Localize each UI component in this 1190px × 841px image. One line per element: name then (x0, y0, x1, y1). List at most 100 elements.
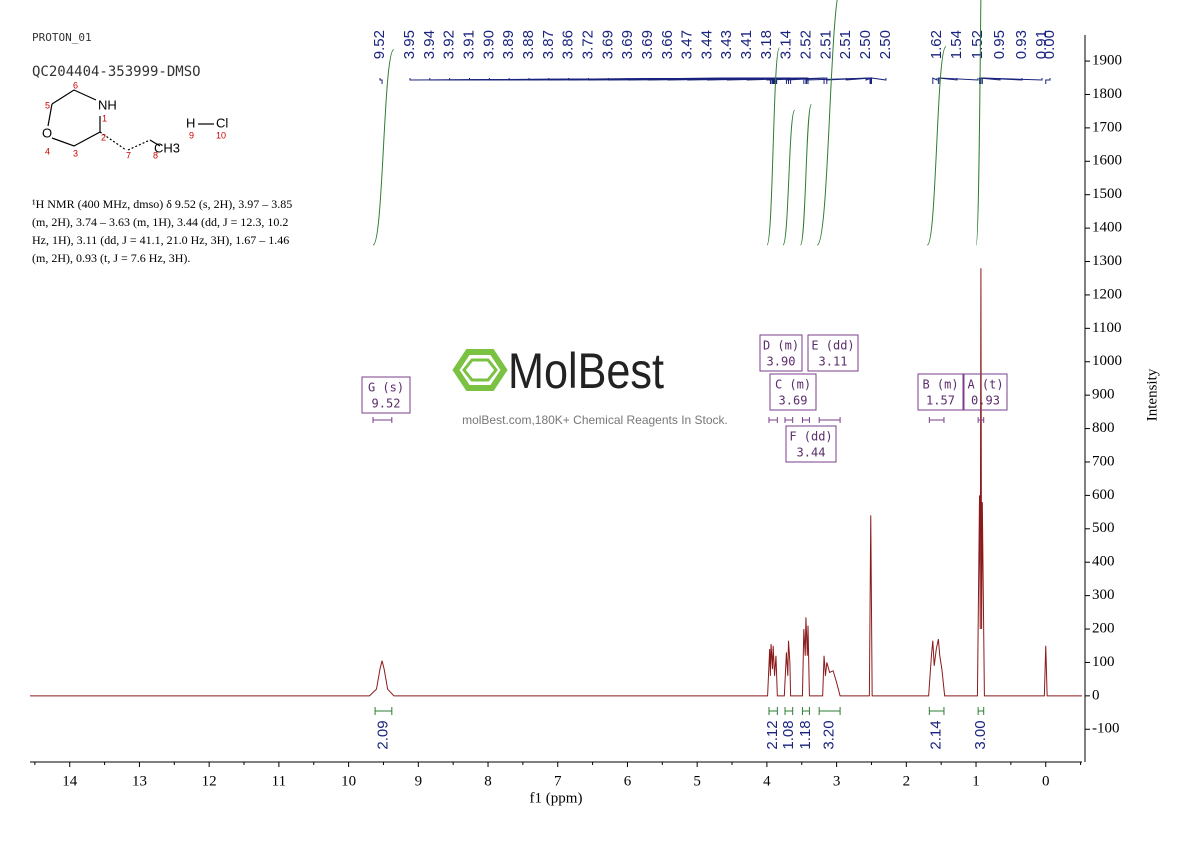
peak-label: 3.43 (718, 30, 735, 59)
multiplet-range (928, 417, 945, 423)
integral-curve (816, 0, 838, 246)
peak-leader (870, 77, 887, 84)
atom-number: 2 (101, 132, 106, 142)
peak-label: 3.41 (738, 30, 755, 59)
integral-bracket (818, 707, 841, 715)
integral-label: 2.09 (374, 720, 391, 749)
peak-label: 3.69 (639, 30, 656, 59)
x-tick-label: 6 (624, 773, 632, 789)
y-tick-label: 700 (1092, 453, 1115, 469)
integral-bracket (928, 707, 945, 715)
peak-label: 3.72 (579, 30, 596, 59)
multiplet-shift: 0.93 (971, 394, 1000, 408)
y-tick-label: 1500 (1092, 186, 1122, 202)
integral-label: 1.08 (780, 720, 797, 749)
peak-label: 3.69 (599, 30, 616, 59)
description-line: ¹H NMR (400 MHz, dmso) δ 9.52 (s, 2H), 3… (32, 197, 292, 211)
x-tick-label: 11 (272, 773, 286, 789)
y-tick-label: -100 (1092, 721, 1120, 737)
multiplet-shift: 3.69 (779, 394, 808, 408)
y-tick-label: 1700 (1092, 119, 1122, 135)
peak-leader (845, 77, 872, 84)
peak-label: 3.69 (619, 30, 636, 59)
x-tick-label: 7 (554, 773, 562, 789)
x-tick-label: 14 (62, 773, 78, 789)
multiplet-range (801, 417, 810, 423)
atom: CH3 (154, 140, 180, 155)
y-tick-label: 900 (1092, 387, 1115, 403)
spectrum-line (30, 268, 1082, 697)
brand: MolBest (508, 343, 664, 399)
x-tick-label: 1 (972, 773, 980, 789)
structure (47, 89, 214, 151)
integral-label: 3.00 (972, 720, 989, 749)
peak-label: 2.50 (877, 30, 894, 59)
multiplet-shift: 3.44 (797, 446, 826, 460)
multiplet-shift: 9.52 (372, 397, 401, 411)
atom-number: 6 (73, 80, 78, 90)
y-tick-label: 800 (1092, 420, 1115, 436)
integral-curve (372, 49, 395, 246)
atom-number: 9 (189, 130, 194, 140)
multiplet-name: E (dd) (811, 339, 854, 353)
x-tick-label: 12 (202, 773, 217, 789)
integral-bracket (977, 707, 985, 715)
logo (452, 349, 508, 391)
y-tick-label: 200 (1092, 620, 1115, 636)
peak-label: 3.44 (698, 30, 715, 59)
multiplet-name: A (t) (967, 378, 1003, 392)
peak-label: 0.93 (1013, 30, 1030, 59)
multiplet-name: G (s) (368, 381, 404, 395)
atom-number: 8 (153, 150, 158, 160)
experiment-name: PROTON_01 (32, 31, 92, 44)
atom-number: 5 (45, 100, 50, 110)
description: ¹H NMR (400 MHz, dmso) δ 9.52 (s, 2H), 3… (32, 197, 292, 265)
x-tick-label: 8 (484, 773, 492, 789)
atom-numbers: 1 2 3 4 5 6 7 8 9 10 (45, 80, 226, 160)
y-tick-label: 1600 (1092, 153, 1122, 169)
x-tick-label: 0 (1042, 773, 1050, 789)
multiplet-box (361, 376, 411, 414)
atom-number: 7 (126, 150, 131, 160)
integral-curve (782, 109, 796, 246)
multiplet-range (977, 417, 985, 423)
atom: Cl (216, 115, 228, 130)
peak-label: 3.86 (560, 30, 577, 59)
multiplet-box (963, 373, 1008, 411)
x-tick-label: 4 (763, 773, 771, 789)
peak-label: 0.95 (991, 30, 1008, 59)
peak-label: 1.54 (948, 30, 965, 59)
peak-label: 3.87 (540, 30, 557, 59)
description-line: Hz, 1H), 3.11 (dd, J = 41.1, 21.0 Hz, 3H… (32, 233, 289, 247)
integral-curve (926, 46, 947, 246)
integral-bracket (784, 707, 794, 715)
multiplet-box (785, 425, 837, 463)
peak-label: 3.88 (520, 30, 537, 59)
integral-bracket (768, 707, 778, 715)
x-tick-label: 2 (903, 773, 911, 789)
atom: H (186, 115, 195, 130)
y-tick-label: 300 (1092, 587, 1115, 603)
multiplet-range (372, 417, 393, 423)
multiplet-range (818, 417, 841, 423)
description-line: (m, 2H), 0.93 (t, J = 7.6 Hz, 3H). (32, 251, 190, 265)
peak-label: 1.52 (969, 30, 986, 59)
multiplet-name: F (dd) (789, 430, 832, 444)
integral-curve (975, 0, 982, 246)
integral-bracket (801, 707, 810, 715)
description-line: (m, 2H), 3.74 – 3.63 (m, 1H), 3.44 (dd, … (32, 215, 288, 229)
x-tick-label: 10 (341, 773, 356, 789)
atom-labels: NH O CH3 H Cl (42, 97, 228, 155)
peak-label: 3.90 (480, 30, 497, 59)
peak-label: 0.00 (1041, 30, 1058, 59)
multiplet-box (759, 334, 803, 372)
y-tick-label: 1800 (1092, 86, 1122, 102)
peak-label: 2.51 (837, 30, 854, 59)
multiplet-box (807, 334, 859, 372)
multiplet-shift: 3.11 (819, 355, 848, 369)
peak-label: 3.95 (401, 30, 418, 59)
multiplet-shift: 3.90 (767, 355, 796, 369)
atom: NH (98, 97, 117, 112)
